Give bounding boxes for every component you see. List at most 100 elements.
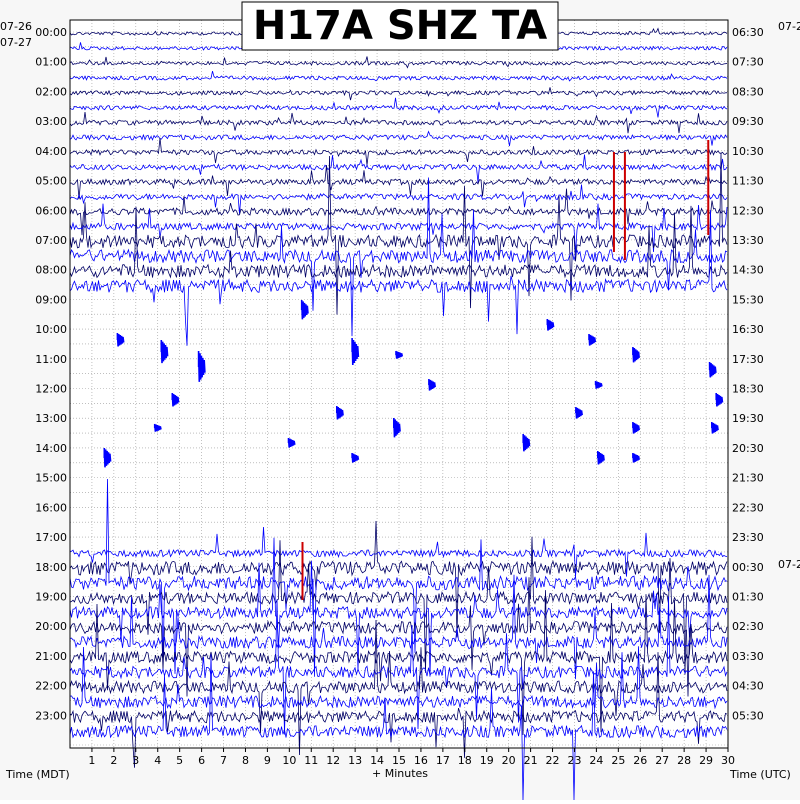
trace-row (69, 130, 728, 147)
trace-row (69, 205, 728, 279)
isolated-event-trace (300, 299, 309, 320)
isolated-event-trace (287, 437, 296, 448)
hour-label-left: 23:00 (35, 709, 67, 722)
hour-label-left: 08:00 (35, 264, 67, 277)
isolated-event-trace (546, 318, 555, 331)
hour-label-right: 00:30 (732, 561, 764, 574)
hour-label-right: 17:30 (732, 353, 764, 366)
trace-row (69, 619, 728, 756)
hour-label-right: 08:30 (732, 85, 764, 98)
hour-label-right: 14:30 (732, 264, 764, 277)
x-axis-title: + Minutes (372, 767, 428, 780)
hour-label-right: 10:30 (732, 145, 764, 158)
trace-row (69, 97, 728, 118)
hour-label-right: 09:30 (732, 115, 764, 128)
hour-label-left: 06:00 (35, 204, 67, 217)
hour-label-right: 20:30 (732, 442, 764, 455)
x-tick-label: 26 (633, 754, 647, 767)
x-tick-label: 14 (370, 754, 384, 767)
trace-row (69, 177, 728, 337)
hour-label-left: 03:00 (35, 115, 67, 128)
x-tick-label: 16 (414, 754, 428, 767)
hour-label-right: 21:30 (732, 472, 764, 485)
x-tick-label: 25 (611, 754, 625, 767)
isolated-event-trace (116, 332, 125, 347)
isolated-event-trace (588, 333, 597, 346)
hour-label-left: 04:00 (35, 145, 67, 158)
trace-row (69, 112, 728, 134)
trace-row (69, 646, 728, 710)
hour-label-left: 20:00 (35, 620, 67, 633)
x-tick-label: 9 (264, 754, 271, 767)
x-tick-label: 18 (458, 754, 472, 767)
x-tick-label: 15 (392, 754, 406, 767)
isolated-event-trace (708, 361, 717, 378)
trace-row (69, 56, 728, 69)
hour-label-left: 21:00 (35, 650, 67, 663)
hour-label-left: 16:00 (35, 501, 67, 514)
x-tick-label: 20 (502, 754, 516, 767)
hour-label-left: 02:00 (35, 85, 67, 98)
x-tick-label: 6 (198, 754, 205, 767)
isolated-event-trace (153, 423, 162, 432)
hour-label-left: 13:00 (35, 412, 67, 425)
hour-label-right: 06:30 (732, 26, 764, 39)
x-tick-label: 10 (282, 754, 296, 767)
y-axis-left: 00:00 01:00 02:00 03:00 04:00 05:00 06:00 07:00… (35, 26, 67, 722)
trace-row (69, 596, 728, 735)
isolated-event-trace (594, 380, 603, 389)
x-tick-label: 21 (524, 754, 538, 767)
x-tick-label: 22 (546, 754, 560, 767)
x-tick-label: 4 (154, 754, 161, 767)
trace-row (69, 70, 728, 82)
trace-row (69, 537, 728, 677)
hour-label-left: 17:00 (35, 531, 67, 544)
date-label-right-mid: 07-2 (778, 558, 800, 571)
hour-label-right: 03:30 (732, 650, 764, 663)
trace-row (69, 210, 728, 346)
trace-row (69, 526, 728, 577)
hour-label-right: 04:30 (732, 680, 764, 693)
hour-label-right: 07:30 (732, 56, 764, 69)
clipped-event-group (301, 140, 710, 600)
axis-title-left: Time (MDT) (5, 768, 70, 781)
trace-row (69, 137, 728, 166)
x-tick-label: 24 (589, 754, 603, 767)
hour-label-right: 18:30 (732, 383, 764, 396)
date-label-right-top: 07-2 (778, 20, 800, 33)
hour-label-left: 15:00 (35, 472, 67, 485)
x-axis: 1 2 3 4 5 6 7 8 9 10 11 12 13 14 15 16 17 18 19 20 21 22 23 24 2… (88, 748, 735, 767)
isolated-event-trace (522, 433, 531, 452)
trace-row (69, 654, 728, 801)
x-tick-label: 11 (304, 754, 318, 767)
isolated-event-trace (393, 417, 401, 438)
x-tick-label: 17 (436, 754, 450, 767)
hour-label-right: 05:30 (732, 709, 764, 722)
x-tick-label: 13 (348, 754, 362, 767)
hour-label-left: 19:00 (35, 590, 67, 603)
date-label-start-left: 07-26 (0, 20, 32, 33)
isolated-event-trace (632, 452, 640, 463)
x-tick-label: 30 (721, 754, 735, 767)
trace-row (69, 590, 728, 736)
chart-title: H17A SHZ TA (253, 3, 547, 49)
hour-label-left: 05:00 (35, 175, 67, 188)
x-tick-label: 3 (132, 754, 139, 767)
axis-title-right: Time (UTC) (729, 768, 791, 781)
isolated-event-trace (160, 339, 169, 364)
trace-row (69, 188, 728, 236)
trace-row (69, 520, 728, 638)
isolated-event-trace (335, 405, 344, 420)
hour-label-right: 01:30 (732, 590, 764, 603)
hour-label-left: 18:00 (35, 561, 67, 574)
x-tick-label: 2 (110, 754, 117, 767)
hour-label-left: 01:00 (35, 56, 67, 69)
hour-label-left: 09:00 (35, 293, 67, 306)
hour-label-left: 12:00 (35, 383, 67, 396)
hour-label-left: 11:00 (35, 353, 67, 366)
hour-label-right: 15:30 (732, 293, 764, 306)
trace-row (69, 652, 728, 768)
isolated-event-trace (715, 392, 724, 407)
